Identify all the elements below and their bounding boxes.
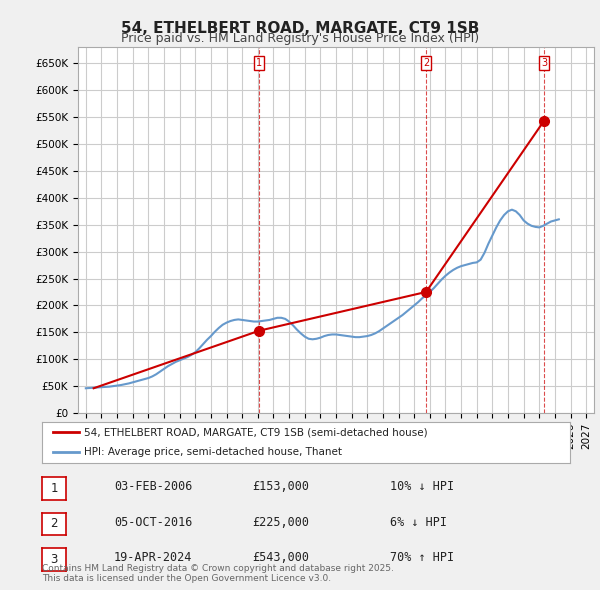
Text: 10% ↓ HPI: 10% ↓ HPI: [390, 480, 454, 493]
Text: £153,000: £153,000: [252, 480, 309, 493]
Text: 54, ETHELBERT ROAD, MARGATE, CT9 1SB: 54, ETHELBERT ROAD, MARGATE, CT9 1SB: [121, 21, 479, 35]
Text: £225,000: £225,000: [252, 516, 309, 529]
Text: Price paid vs. HM Land Registry's House Price Index (HPI): Price paid vs. HM Land Registry's House …: [121, 32, 479, 45]
Text: 3: 3: [541, 58, 547, 68]
Text: 2: 2: [423, 58, 429, 68]
Text: 6% ↓ HPI: 6% ↓ HPI: [390, 516, 447, 529]
Text: HPI: Average price, semi-detached house, Thanet: HPI: Average price, semi-detached house,…: [84, 447, 342, 457]
Text: 54, ETHELBERT ROAD, MARGATE, CT9 1SB (semi-detached house): 54, ETHELBERT ROAD, MARGATE, CT9 1SB (se…: [84, 427, 428, 437]
Text: 1: 1: [256, 58, 262, 68]
Text: 2: 2: [50, 517, 58, 530]
Text: 05-OCT-2016: 05-OCT-2016: [114, 516, 193, 529]
Text: £543,000: £543,000: [252, 551, 309, 564]
Text: 70% ↑ HPI: 70% ↑ HPI: [390, 551, 454, 564]
Text: 03-FEB-2006: 03-FEB-2006: [114, 480, 193, 493]
Text: Contains HM Land Registry data © Crown copyright and database right 2025.
This d: Contains HM Land Registry data © Crown c…: [42, 563, 394, 583]
Text: 19-APR-2024: 19-APR-2024: [114, 551, 193, 564]
Text: 1: 1: [50, 482, 58, 495]
Text: 3: 3: [50, 553, 58, 566]
